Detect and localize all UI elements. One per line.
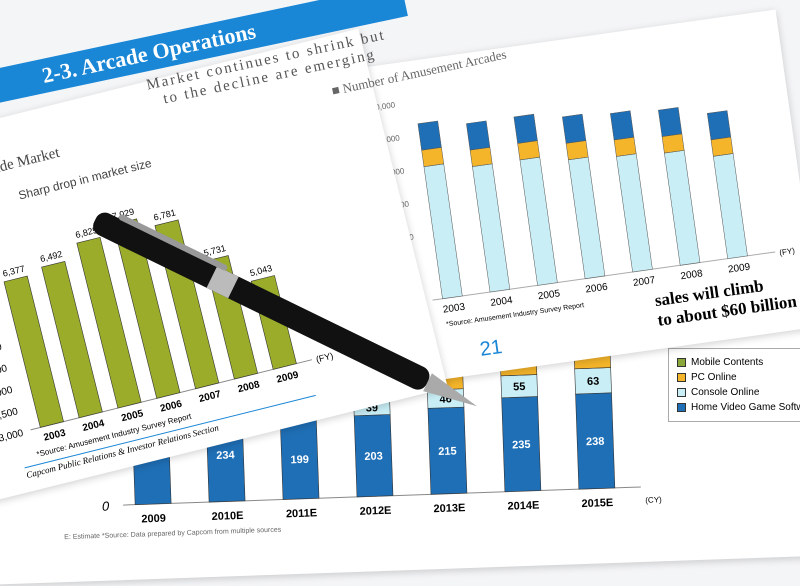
page-number: 21 <box>478 335 504 361</box>
legend-item: Console Online <box>677 387 800 398</box>
x-tick-label: 2008 <box>680 268 704 282</box>
x-tick-label: 2003 <box>442 302 466 316</box>
y-tick-label: 3,000 <box>0 428 25 445</box>
bar-segment <box>513 113 538 144</box>
pen <box>86 202 490 426</box>
x-tick-label: 2005 <box>537 288 561 302</box>
legend-label: Mobile Contents <box>691 357 764 368</box>
bar-segment <box>664 150 701 266</box>
bar-segment <box>466 120 491 151</box>
x-tick-label: 2012E <box>359 505 391 518</box>
legend-swatch <box>677 358 686 367</box>
bar-segment <box>417 120 442 151</box>
source-note: *Source: Amusement Industry Survey Repor… <box>446 302 585 328</box>
y-tick-label: 4,000 <box>0 385 14 402</box>
x-tick-label: 2009 <box>727 262 751 276</box>
bar-segment <box>519 156 558 286</box>
legend-item: Home Video Game Software <box>677 402 800 413</box>
x-tick-label: 2013E <box>433 502 465 515</box>
y-tick-label: 5,000 <box>0 342 3 359</box>
x-tick-label: 2009 <box>275 369 300 385</box>
x-tick-label: 2007 <box>632 275 656 289</box>
bar-segment <box>706 110 732 141</box>
x-tick-label: 2011E <box>286 507 318 520</box>
legend-item: PC Online <box>677 372 800 383</box>
bar-segment <box>472 163 511 293</box>
bar-segment <box>610 110 635 141</box>
bar-segment <box>469 147 493 167</box>
bar-segment <box>713 153 748 259</box>
data-label: 215 <box>438 445 457 458</box>
data-label: 63 <box>587 376 600 388</box>
legend-label: Console Online <box>691 387 760 398</box>
data-label: 234 <box>216 449 236 462</box>
chart-legend: Mobile Contents PC Online Console Online Ho… <box>668 348 800 422</box>
x-axis-unit: (CY) <box>645 495 662 505</box>
x-axis-unit: (FY) <box>315 351 334 365</box>
data-label: 6,781 <box>152 207 176 222</box>
data-label: 199 <box>290 454 309 467</box>
x-tick-label: 2014E <box>507 500 539 513</box>
bar-segment <box>517 140 541 161</box>
data-label: 55 <box>513 381 526 393</box>
bar-segment <box>616 153 653 273</box>
y-tick-label: 0 <box>102 499 111 514</box>
x-tick-label: 2006 <box>159 399 184 415</box>
bar-segment <box>562 113 587 144</box>
data-label: 238 <box>586 436 605 449</box>
bar-segment <box>568 156 606 279</box>
legend-label: PC Online <box>691 372 737 383</box>
bar-segment <box>565 140 589 161</box>
x-tick-label: 2006 <box>585 282 609 296</box>
arcade-count-chart: 05,00010,00015,00020,00025,00030,0002003… <box>370 100 796 328</box>
legend-swatch <box>677 388 686 397</box>
legend-label: Home Video Game Software <box>691 402 800 413</box>
x-tick-label: 2004 <box>81 418 106 434</box>
paper-market-size: ement Arcade Market Sharp drop in market… <box>0 28 448 502</box>
x-tick-label: 2004 <box>490 295 514 309</box>
x-tick-label: 2007 <box>198 389 223 405</box>
paper-arcade-count: 05,00010,00015,00020,00025,00030,0002003… <box>319 9 800 391</box>
data-label: 6,492 <box>39 249 63 264</box>
bar-segment <box>423 163 463 299</box>
bar <box>41 260 103 419</box>
data-label: 6,377 <box>2 264 26 279</box>
x-tick-label: 2005 <box>120 408 145 424</box>
legend-swatch <box>677 403 686 412</box>
x-axis-unit: (FY) <box>779 246 796 257</box>
x-tick-label: 2003 <box>43 428 68 444</box>
bar-segment <box>661 133 685 154</box>
legend-item: Mobile Contents <box>677 357 800 368</box>
bar <box>76 236 142 409</box>
data-label: 203 <box>364 450 383 463</box>
bar <box>3 275 64 428</box>
legend-swatch <box>677 373 686 382</box>
x-tick-label: 2009 <box>141 513 166 526</box>
x-tick-label: 2008 <box>237 379 262 395</box>
data-label: 235 <box>512 439 531 452</box>
y-tick-label: 3,500 <box>0 406 20 423</box>
bar-segment <box>421 147 445 167</box>
bottom-note: E: Estimate *Source: Data prepared by Ca… <box>64 527 282 542</box>
y-tick-label: 4,500 <box>0 363 9 380</box>
bar-segment <box>710 136 734 157</box>
x-tick-label: 2010E <box>211 510 243 523</box>
x-tick-label: 2015E <box>581 497 613 510</box>
bar-segment <box>613 136 637 157</box>
bar-segment <box>658 107 683 137</box>
